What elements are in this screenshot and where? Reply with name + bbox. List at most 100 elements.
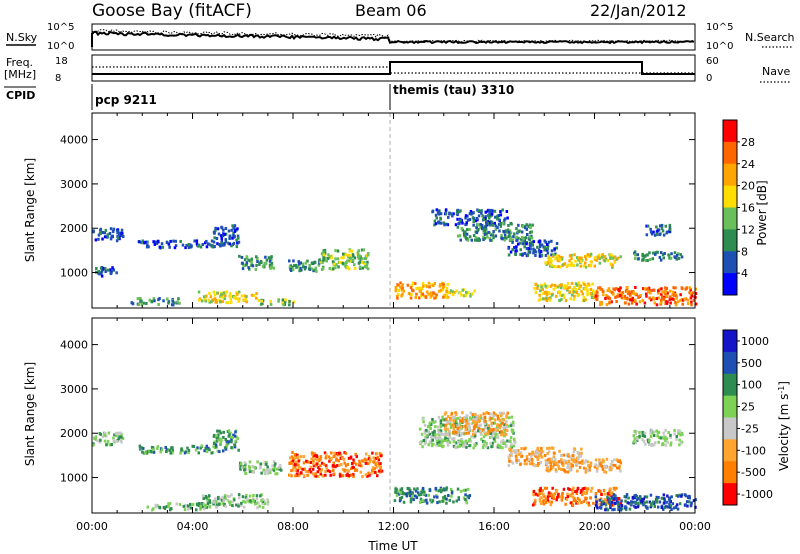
scatter-cell xyxy=(263,460,266,464)
scatter-cell xyxy=(596,467,599,471)
scatter-cell xyxy=(456,416,460,420)
scatter-cell xyxy=(675,437,678,441)
scatter-cell xyxy=(517,459,520,463)
scatter-cell xyxy=(659,258,663,262)
scatter-cell xyxy=(298,262,301,266)
scatter-cell xyxy=(646,224,650,228)
scatter-cell xyxy=(679,441,683,445)
scatter-cell xyxy=(409,296,413,300)
scatter-cell xyxy=(306,473,309,477)
scatter-cell xyxy=(555,469,558,473)
scatter-cell xyxy=(584,265,588,269)
date-label: 22/Jan/2012 xyxy=(590,1,687,20)
scatter-cell xyxy=(316,470,319,474)
scatter-cell xyxy=(683,297,686,301)
scatter-cell xyxy=(648,500,652,504)
scatter-cell xyxy=(396,294,399,298)
scatter-cell xyxy=(510,422,513,426)
scatter-cell xyxy=(615,295,619,299)
scatter-cell xyxy=(544,497,548,501)
scatter-cell xyxy=(496,217,499,221)
scatter-cell xyxy=(503,423,506,427)
scatter-cell xyxy=(540,492,543,495)
scatter-cell xyxy=(544,254,548,257)
scatter-cell xyxy=(343,451,346,455)
scatter-cell xyxy=(601,255,604,259)
scatter-cell xyxy=(154,240,158,244)
scatter-cell xyxy=(642,497,645,501)
scatter-cell xyxy=(99,438,102,442)
scatter-cell xyxy=(455,431,458,435)
scatter-cell xyxy=(669,436,672,440)
scatter-cell xyxy=(232,226,235,230)
scatter-cell xyxy=(584,487,588,491)
scatter-cell xyxy=(613,255,616,259)
scatter-cell xyxy=(487,424,490,428)
scatter-cell xyxy=(459,433,463,437)
scatter-cell xyxy=(446,223,450,227)
scatter-cell xyxy=(194,448,198,452)
scatter-cell xyxy=(99,227,103,231)
scatter-cell xyxy=(313,452,317,456)
scatter-cell xyxy=(674,286,677,290)
scatter-cell xyxy=(301,262,305,266)
scatter-cell xyxy=(352,466,355,470)
scatter-cell xyxy=(212,442,216,445)
scatter-cell xyxy=(446,440,449,444)
scatter-cell xyxy=(619,292,622,296)
scatter-cell xyxy=(646,287,649,291)
scatter-cell xyxy=(324,473,327,477)
scatter-cell xyxy=(655,232,659,236)
power-colorbar-tick-label: 24 xyxy=(741,158,755,171)
scatter-cell xyxy=(525,455,529,458)
scatter-cell xyxy=(674,506,678,509)
scatter-cell xyxy=(225,290,229,294)
scatter-cell xyxy=(536,446,540,450)
scatter-cell xyxy=(453,437,456,440)
scatter-cell xyxy=(690,294,694,298)
velocity-colorbar-tick-label: -100 xyxy=(741,444,766,457)
scatter-cell xyxy=(483,412,487,416)
scatter-cell xyxy=(164,446,167,449)
scatter-cell xyxy=(557,460,561,464)
scatter-cell xyxy=(425,433,429,437)
scatter-cell xyxy=(584,459,588,463)
scatter-cell xyxy=(497,417,500,421)
scatter-cell xyxy=(375,465,378,469)
scatter-cell xyxy=(619,461,622,465)
scatter-cell xyxy=(594,294,598,298)
scatter-cell xyxy=(532,240,536,244)
scatter-cell xyxy=(367,462,370,466)
velocity-colorbar-tick-label: 25 xyxy=(741,401,755,414)
scatter-cell xyxy=(559,255,562,259)
scatter-cell xyxy=(256,260,259,263)
scatter-cell xyxy=(589,254,592,258)
scatter-cell xyxy=(335,452,338,455)
scatter-cell xyxy=(665,504,668,508)
scatter-cell xyxy=(499,422,503,426)
scatter-cell xyxy=(587,464,590,468)
scatter-cell xyxy=(456,225,460,229)
scatter-cell xyxy=(240,501,243,505)
scatter-cell xyxy=(308,468,312,472)
scatter-cell xyxy=(533,286,536,290)
scatter-cell xyxy=(554,468,558,472)
scatter-cell xyxy=(255,263,258,267)
scatter-cell xyxy=(678,438,681,442)
scatter-cell xyxy=(610,254,614,258)
scatter-cell xyxy=(476,229,479,233)
scatter-cell xyxy=(208,499,211,503)
scatter-cell xyxy=(263,471,267,474)
scatter-cell xyxy=(364,461,368,465)
scatter-cell xyxy=(257,501,260,505)
scatter-cell xyxy=(561,491,564,495)
scatter-cell xyxy=(564,502,567,506)
scatter-cell xyxy=(540,283,543,287)
scatter-cell xyxy=(245,263,248,267)
scatter-cell xyxy=(274,462,277,466)
scatter-cell xyxy=(358,462,362,466)
scatter-cell xyxy=(538,451,541,455)
scatter-cell xyxy=(564,461,567,465)
nsky-series xyxy=(91,30,695,47)
power-colorbar-segment xyxy=(723,141,737,165)
